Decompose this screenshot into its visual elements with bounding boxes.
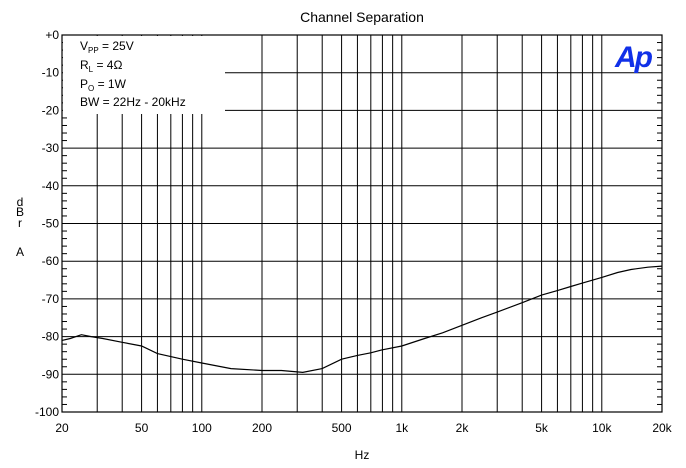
y-tick-label: -10 bbox=[42, 66, 60, 80]
y-tick-label: -100 bbox=[35, 405, 59, 419]
plot-frame bbox=[61, 34, 663, 413]
x-tick-label: 20 bbox=[55, 421, 69, 435]
y-axis-label-char: r bbox=[18, 216, 22, 230]
x-axis-label: Hz bbox=[355, 448, 370, 462]
ap-logo: Ap bbox=[614, 41, 653, 74]
x-tick-label: 200 bbox=[252, 421, 272, 435]
y-tick-label: -80 bbox=[42, 330, 60, 344]
y-tick-label: -60 bbox=[42, 254, 60, 268]
annotation-line: VPP = 25V bbox=[80, 39, 134, 55]
x-tick-label: 100 bbox=[192, 421, 212, 435]
x-tick-label: 500 bbox=[332, 421, 352, 435]
x-tick-label: 2k bbox=[456, 421, 470, 435]
series-line bbox=[61, 265, 663, 374]
y-tick-label: -30 bbox=[42, 141, 60, 155]
annotation-line: PO = 1W bbox=[80, 77, 127, 93]
y-axis-label: dBr A bbox=[16, 195, 24, 259]
x-tick-label: 50 bbox=[135, 421, 149, 435]
x-tick-label: 20k bbox=[652, 421, 672, 435]
y-tick-label: -20 bbox=[42, 103, 60, 117]
y-tick-label: -70 bbox=[42, 292, 60, 306]
y-axis-label-char: A bbox=[16, 245, 24, 259]
minor-ticks bbox=[62, 42, 662, 405]
chart-title: Channel Separation bbox=[300, 9, 424, 25]
annotation-box bbox=[63, 36, 225, 114]
annotation-line: RL = 4Ω bbox=[80, 58, 122, 74]
y-axis-label-char: d bbox=[17, 195, 24, 209]
x-tick-labels: 20 50 100 200 500 1k 2k 5k 10k 20k bbox=[55, 421, 672, 435]
x-tick-label: 1k bbox=[395, 421, 409, 435]
y-tick-label: +0 bbox=[45, 28, 59, 42]
y-tick-labels: +0 -10 -20 -30 -40 -50 -60 -70 -80 -90 -100 bbox=[35, 28, 59, 419]
y-tick-label: -50 bbox=[42, 217, 60, 231]
annotation-line: BW = 22Hz - 20kHz bbox=[80, 95, 186, 109]
x-tick-label: 5k bbox=[535, 421, 549, 435]
series-layer bbox=[61, 265, 663, 374]
annotation-layer: VPP = 25V RL = 4Ω PO = 1W BW = 22Hz - 20kHz bbox=[80, 39, 186, 109]
y-tick-label: -90 bbox=[42, 367, 60, 381]
y-tick-label: -40 bbox=[42, 179, 60, 193]
y-axis-label-char: B bbox=[16, 205, 24, 219]
x-tick-label: 10k bbox=[592, 421, 612, 435]
